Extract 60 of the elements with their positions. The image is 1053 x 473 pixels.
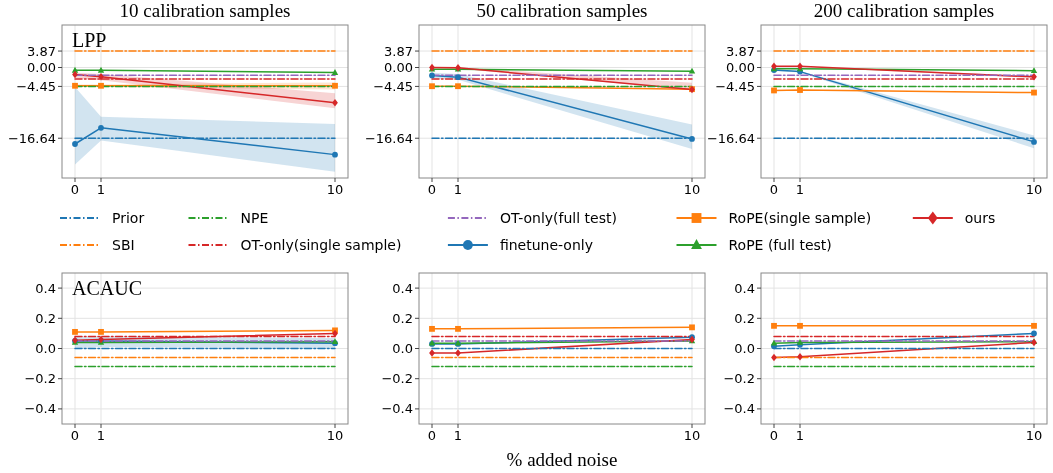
y-tick-label: 0.4 xyxy=(734,280,755,296)
y-tick-label: 0.0 xyxy=(392,341,413,357)
legend-label: finetune-only xyxy=(499,236,593,253)
legend-label: ours xyxy=(964,209,996,226)
legend-label: OT-only(full test) xyxy=(499,209,617,226)
x-tick-label: 0 xyxy=(769,182,779,197)
y-tick-label: −16.64 xyxy=(7,130,56,146)
y-tick-label: −16.64 xyxy=(706,130,755,146)
x-tick-label: 1 xyxy=(453,182,463,197)
y-tick-label: 0.2 xyxy=(35,310,56,326)
y-tick-label: 0.00 xyxy=(27,60,56,76)
y-tick-label: −0.4 xyxy=(723,401,755,417)
y-tick-label: 3.87 xyxy=(726,43,755,59)
x-tick-label: 10 xyxy=(683,428,701,443)
legend-label: OT-only(single sample) xyxy=(240,236,402,253)
y-tick-label: 3.87 xyxy=(384,43,413,59)
annotation: LPP xyxy=(72,29,107,51)
annotation: ACAUC xyxy=(72,277,143,299)
x-tick-label: 0 xyxy=(427,182,437,197)
y-tick-label: 0.2 xyxy=(392,310,413,326)
x-tick-label: 0 xyxy=(70,182,80,197)
y-tick-label: −16.64 xyxy=(364,130,413,146)
y-tick-label: 0.2 xyxy=(734,310,755,326)
x-tick-label: 1 xyxy=(795,428,805,443)
x-tick-label: 1 xyxy=(96,428,106,443)
y-tick-label: −0.4 xyxy=(381,401,413,417)
y-tick-label: −4.45 xyxy=(373,78,413,94)
x-tick-label: 1 xyxy=(453,428,463,443)
y-tick-label: 0.00 xyxy=(384,60,413,76)
x-tick-label: 0 xyxy=(769,428,779,443)
x-tick-label: 1 xyxy=(795,182,805,197)
x-tick-label: 10 xyxy=(1025,428,1043,443)
y-tick-label: 3.87 xyxy=(27,43,56,59)
x-axis-title: % added noise xyxy=(506,449,618,470)
chart-title: 50 calibration samples xyxy=(476,0,648,21)
chart-title: 10 calibration samples xyxy=(119,0,291,21)
legend-label: RoPE (full test) xyxy=(728,236,832,253)
legend-label: SBI xyxy=(112,236,135,253)
y-tick-label: 0.0 xyxy=(734,341,755,357)
x-tick-label: 1 xyxy=(96,182,106,197)
y-tick-label: 0.4 xyxy=(35,280,56,296)
legend-label: NPE xyxy=(240,209,269,226)
y-tick-label: −4.45 xyxy=(16,78,56,94)
y-tick-label: 0.00 xyxy=(726,60,755,76)
y-tick-label: 0.0 xyxy=(35,341,56,357)
x-tick-label: 10 xyxy=(326,428,344,443)
x-tick-label: 0 xyxy=(427,428,437,443)
legend-label: Prior xyxy=(112,209,145,226)
x-tick-label: 10 xyxy=(326,182,344,197)
x-tick-label: 10 xyxy=(1025,182,1043,197)
y-tick-label: 0.4 xyxy=(392,280,413,296)
y-tick-label: −0.2 xyxy=(723,371,755,387)
chart-title: 200 calibration samples xyxy=(813,0,995,21)
y-tick-label: −0.4 xyxy=(24,401,56,417)
y-tick-label: −4.45 xyxy=(715,78,755,94)
x-tick-label: 10 xyxy=(683,182,701,197)
legend-label: RoPE(single sample) xyxy=(728,209,872,226)
y-tick-label: −0.2 xyxy=(24,371,56,387)
y-tick-label: −0.2 xyxy=(381,371,413,387)
x-tick-label: 0 xyxy=(70,428,80,443)
